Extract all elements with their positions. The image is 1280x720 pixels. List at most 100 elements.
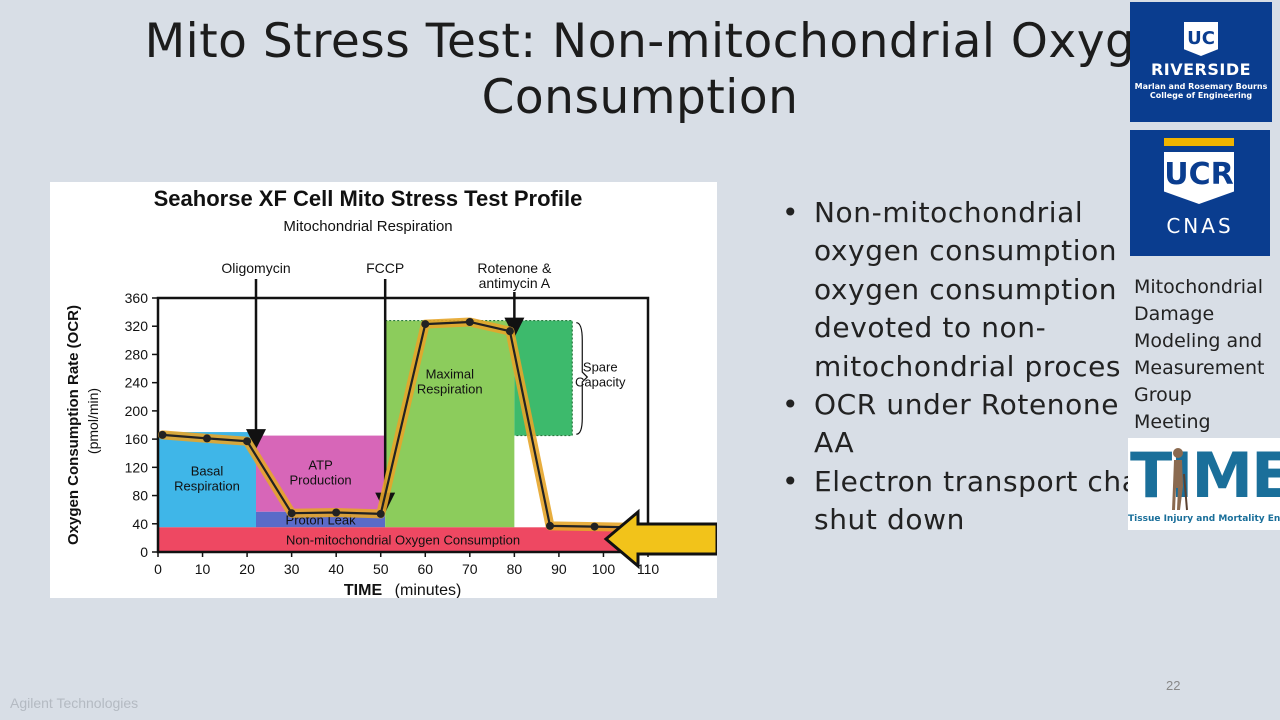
region-label: Non-mitochondrial Oxygen Consumption [286,533,520,548]
ocr-chart: Seahorse XF Cell Mito Stress Test Profil… [50,182,717,598]
region-basal [158,432,256,528]
elderly-figure-icon [1172,448,1188,511]
group-name: Mitochondrial Damage Modeling and Measur… [1134,274,1280,436]
x-tick-label: 50 [373,561,389,577]
plot-frame [156,296,650,554]
riverside-text: RIVERSIDE [1150,60,1252,79]
chart-axes: 0 40 80 120 160 200 240 280 320 360 0 10 20 30 40 50 60 7… [65,290,659,598]
title-line-2: Consumption [481,70,799,125]
y-axis-unit: (pmol/min) [85,388,101,454]
bullet-dot: • [782,196,800,229]
region-label: Basal [191,464,224,479]
chart-subtitle: Mitochondrial Respiration [283,218,452,235]
ucr-cnas-logo: UCR CNAS [1130,130,1270,256]
injection-label: Rotenone & [477,260,552,276]
ocr-data-point [158,430,167,439]
region-non_mito [158,527,648,552]
injection-label: FCCP [366,260,404,276]
y-tick-label: 360 [125,290,149,306]
x-tick-label: 100 [592,561,616,577]
region-label: Maximal [426,367,475,382]
bullet-line: devoted to non- [814,311,1047,345]
ocr-data-point [203,434,211,443]
x-tick-label: 20 [239,561,255,577]
x-tick-label: 90 [551,561,567,577]
region-label: ATP [308,458,332,473]
bullet-line: Electron transport cha [814,464,1140,498]
x-tick-label: 0 [154,561,162,577]
uc-badge: UC [1184,22,1218,56]
college-line-1: Marlan and Rosemary Bourns [1134,82,1268,91]
bullet-line: shut down [814,503,965,537]
x-tick-label: 110 [637,561,660,577]
image-credit: Agilent Technologies [10,695,139,711]
group-line: Group [1134,384,1192,406]
region-label: Respiration [417,382,483,397]
spare-capacity-brace [576,322,589,435]
chart-injections: Oligomycin FCCP Rotenone &antimycin A [221,260,552,513]
y-tick-label: 320 [125,318,149,334]
x-tick-label: 70 [462,561,478,577]
bullet-dot: • [782,388,800,422]
x-tick-label: 80 [507,561,523,577]
injection-label: antimycin A [479,275,551,291]
ocr-data-point [243,437,252,446]
bullet-line: oxygen consumption [814,234,1118,268]
time-logo-tagline: Tissue Injury and Mortality Engineering [1128,514,1280,524]
ocr-data-point [505,327,514,336]
bullet-item: • Electron transport cha shut down [782,463,1140,540]
cnas-text: CNAS [1166,214,1234,238]
x-tick-label: 40 [328,561,344,577]
ocr-data-point [376,509,385,518]
bullet-dot: • [782,464,800,498]
y-tick-label: 120 [125,459,149,475]
region-label: Production [290,473,352,488]
x-tick-label: 30 [284,561,300,577]
group-line: Damage [1134,303,1215,325]
ocr-data-point [332,508,341,517]
group-line: Meeting [1134,411,1211,433]
y-tick-label: 280 [125,346,149,362]
bullet-list: • Non-mitochondrial oxygen consumption oxyg… [782,194,1140,540]
region-label: Capacity [575,375,626,390]
region-maximal [385,320,515,528]
ocr-chart-svg: Seahorse XF Cell Mito Stress Test Profil… [65,186,717,598]
ucr-badge: UCR [1164,152,1234,204]
x-tick-label: 10 [195,561,211,577]
highlight-arrow [603,508,717,570]
ocr-data-point [546,521,554,530]
time-logo-word: TIME [1130,439,1280,512]
ocr-data-point [465,317,474,326]
ocr-data-point [421,320,430,329]
x-axis-label: TIME [344,582,383,598]
bullet-line: OCR under Rotenone [814,388,1120,422]
right-rail: UC RIVERSIDE Marlan and Rosemary Bourns … [1128,0,1280,720]
y-tick-label: 0 [140,544,148,560]
region-atp [256,435,386,512]
region-label: Respiration [174,479,240,494]
ocr-trace-line [162,320,631,529]
slide-title: Mito Stress Test: Non-mitochondrial Oxyg… [40,14,1240,126]
x-axis-unit: (minutes) [395,582,462,598]
y-tick-label: 40 [132,516,148,532]
time-logo: TIME Tissue Injury and Mortality Enginee… [1128,438,1280,530]
ucr-engineering-logo: UC RIVERSIDE Marlan and Rosemary Bourns … [1130,2,1272,122]
group-line: Mitochondrial [1134,276,1263,298]
y-tick-label: 80 [132,488,148,504]
bullet-item: • Non-mitochondrial oxygen consumption oxyg… [782,194,1132,386]
chart-title: Seahorse XF Cell Mito Stress Test Profil… [154,186,583,211]
x-tick-label: 60 [417,561,433,577]
ocr-data-point [287,509,296,518]
group-line: Modeling and [1134,330,1263,352]
y-tick-label: 200 [125,403,149,419]
region-label: Spare [583,360,618,375]
bullet-item: • OCR under Rotenone AA [782,386,1132,463]
ocr-trace [157,317,635,532]
page-number: 22 [1166,678,1181,693]
injection-label: Oligomycin [221,260,290,276]
bullet-line: oxygen consumption [814,272,1118,306]
y-tick-label: 240 [125,375,149,391]
cnas-logo-bar [1164,138,1234,146]
group-line: Measurement [1134,357,1265,379]
bullet-line: Non-mitochondrial [814,196,1084,229]
